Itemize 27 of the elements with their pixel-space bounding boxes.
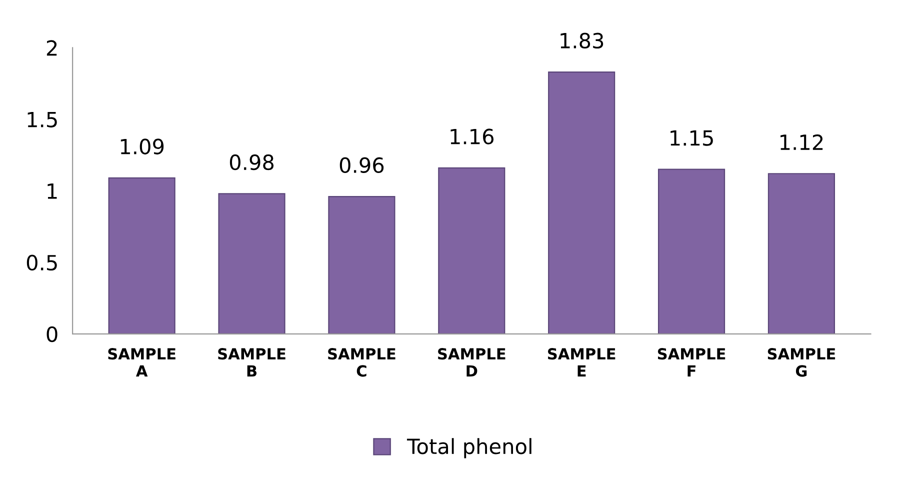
- data-label: 1.15: [670, 130, 713, 146]
- data-label: 1.83: [560, 32, 604, 49]
- x-tick-label: SAMPLE F: [658, 348, 726, 377]
- y-tick-label: 1.5: [28, 112, 57, 128]
- bar: [438, 167, 506, 334]
- x-tick-label: SAMPLE G: [768, 348, 836, 377]
- data-label: 0.96: [340, 157, 384, 174]
- legend-label: Total phenol: [406, 438, 532, 458]
- data-label: 1.16: [450, 128, 494, 144]
- data-label: 0.98: [230, 154, 274, 170]
- y-tick-label: 2: [46, 40, 57, 56]
- data-label: 1.09: [120, 138, 164, 154]
- bar: [328, 196, 396, 334]
- y-tick-label: 0: [46, 326, 58, 342]
- bar: [658, 168, 726, 334]
- x-tick-label: SAMPLE E: [548, 348, 616, 377]
- y-tick-label: 1: [48, 184, 57, 199]
- x-tick-label: SAMPLE A: [108, 348, 176, 377]
- y-tick-label: 0.5: [26, 254, 57, 271]
- x-tick-label: SAMPLE C: [328, 348, 396, 377]
- bar: [108, 177, 176, 334]
- bar: [548, 71, 616, 334]
- bar: [768, 173, 835, 334]
- bar: [218, 193, 286, 334]
- x-tick-label: SAMPLE B: [218, 348, 286, 377]
- data-label: 1.12: [780, 134, 823, 150]
- x-tick-label: SAMPLE D: [438, 348, 506, 377]
